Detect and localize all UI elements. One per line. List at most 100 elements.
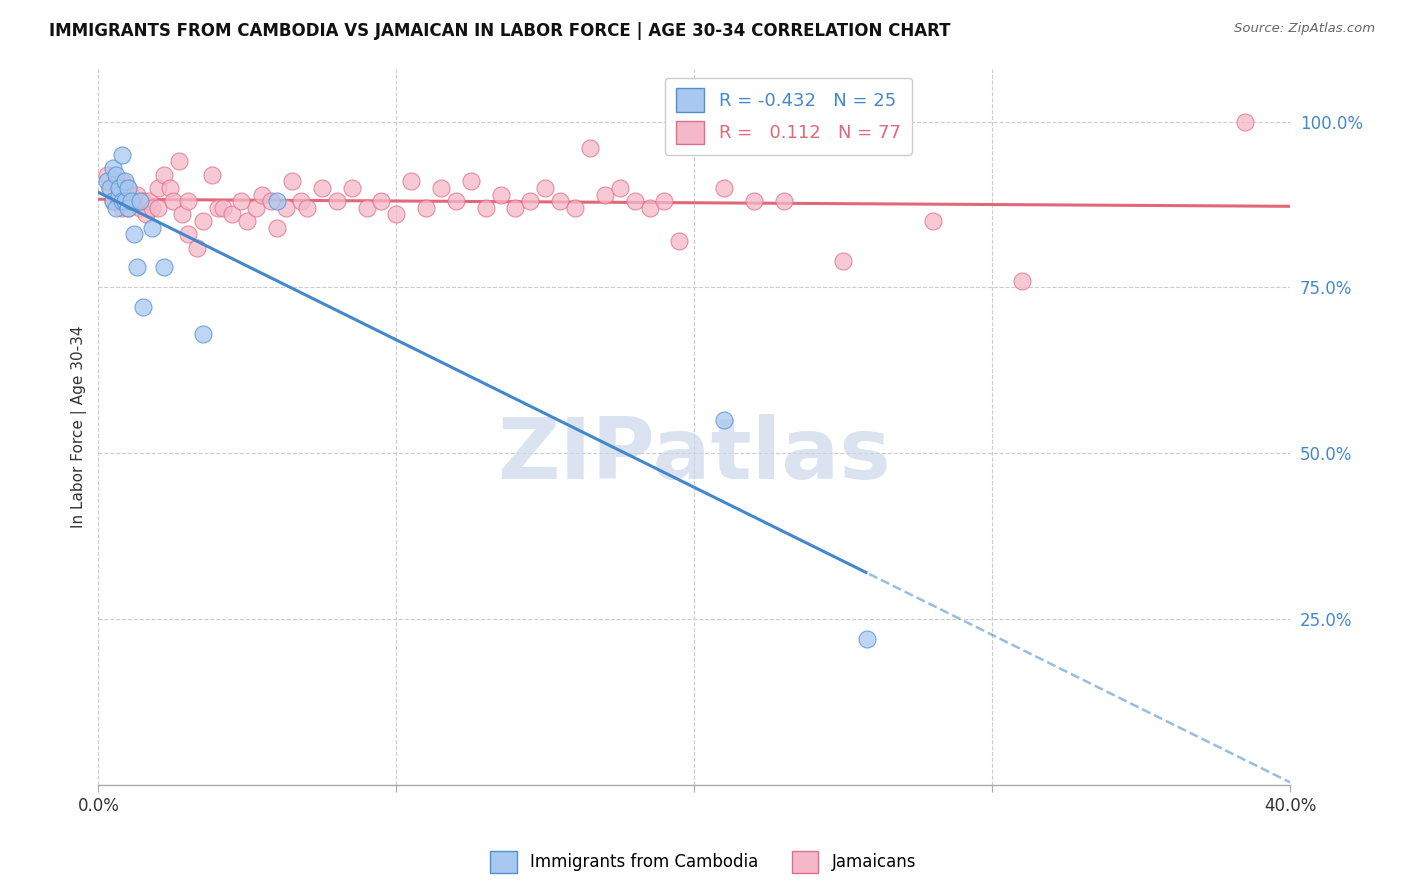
Point (460, 174, 482, 188)
Point (623, 194, 645, 209)
Point (281, 174, 304, 188)
Point (108, 181, 131, 195)
Point (274, 201, 297, 215)
Point (114, 194, 136, 209)
Point (1234, 114, 1257, 128)
Text: IMMIGRANTS FROM CAMBODIA VS JAMAICAN IN LABOR FORCE | AGE 30-34 CORRELATION CHAR: IMMIGRANTS FROM CAMBODIA VS JAMAICAN IN … (49, 22, 950, 40)
Point (266, 194, 288, 209)
Point (505, 201, 527, 215)
Point (856, 632, 879, 646)
Point (114, 174, 136, 188)
Point (385, 207, 408, 221)
Point (713, 181, 735, 195)
Point (832, 253, 855, 268)
Point (105, 168, 128, 182)
Point (474, 201, 496, 215)
Point (212, 201, 235, 215)
Point (579, 141, 602, 155)
Text: ZIPatlas: ZIPatlas (498, 414, 891, 497)
Point (325, 194, 347, 209)
Legend: R = -0.432   N = 25, R =   0.112   N = 77: R = -0.432 N = 25, R = 0.112 N = 77 (665, 78, 911, 154)
Point (105, 187, 128, 202)
Legend: Immigrants from Cambodia, Jamaicans: Immigrants from Cambodia, Jamaicans (484, 845, 922, 880)
Point (96, 168, 118, 182)
Point (138, 194, 160, 209)
Point (162, 194, 184, 209)
Point (111, 194, 134, 209)
Point (125, 187, 148, 202)
Point (103, 194, 125, 209)
Point (340, 181, 363, 195)
Point (98, 181, 121, 195)
Point (772, 194, 794, 209)
Point (117, 201, 139, 215)
Point (153, 168, 176, 182)
Point (146, 181, 169, 195)
Point (122, 227, 145, 242)
Point (111, 201, 134, 215)
Point (129, 201, 152, 215)
Point (444, 194, 467, 209)
Point (170, 207, 193, 221)
Point (311, 181, 333, 195)
Point (430, 181, 453, 195)
Point (114, 194, 136, 209)
Point (742, 194, 765, 209)
Point (111, 147, 134, 161)
Point (548, 194, 571, 209)
Point (290, 194, 312, 209)
Point (200, 168, 222, 182)
Point (534, 181, 557, 195)
Point (399, 174, 422, 188)
Point (103, 194, 125, 209)
Point (117, 201, 139, 215)
Point (105, 174, 128, 188)
Point (236, 214, 259, 228)
Point (108, 187, 131, 202)
Point (108, 181, 131, 195)
Point (266, 220, 288, 235)
Point (120, 187, 142, 202)
Point (98, 181, 121, 195)
Point (260, 194, 283, 209)
Point (186, 241, 208, 255)
Point (105, 201, 128, 215)
Point (921, 214, 943, 228)
Point (159, 181, 181, 195)
Point (252, 187, 274, 202)
Point (129, 194, 152, 209)
Point (415, 201, 437, 215)
Point (668, 234, 690, 248)
Point (135, 207, 157, 221)
Point (191, 326, 214, 341)
Point (609, 181, 631, 195)
Point (654, 194, 676, 209)
Point (245, 201, 267, 215)
Point (231, 194, 253, 209)
Point (1011, 274, 1033, 288)
Point (295, 201, 318, 215)
Point (141, 201, 163, 215)
Point (141, 220, 163, 235)
Point (125, 260, 148, 275)
Point (177, 194, 200, 209)
Point (593, 187, 616, 202)
Point (122, 194, 145, 209)
Point (564, 201, 586, 215)
Point (713, 413, 735, 427)
Point (356, 201, 378, 215)
Point (167, 154, 190, 169)
Point (370, 194, 392, 209)
Point (177, 227, 200, 242)
Point (111, 174, 134, 188)
Point (103, 161, 125, 175)
Point (638, 201, 661, 215)
Point (146, 201, 169, 215)
Point (117, 181, 139, 195)
Point (207, 201, 229, 215)
Point (120, 194, 142, 209)
Point (117, 181, 139, 195)
Point (132, 194, 155, 209)
Point (191, 214, 214, 228)
Point (132, 300, 155, 314)
